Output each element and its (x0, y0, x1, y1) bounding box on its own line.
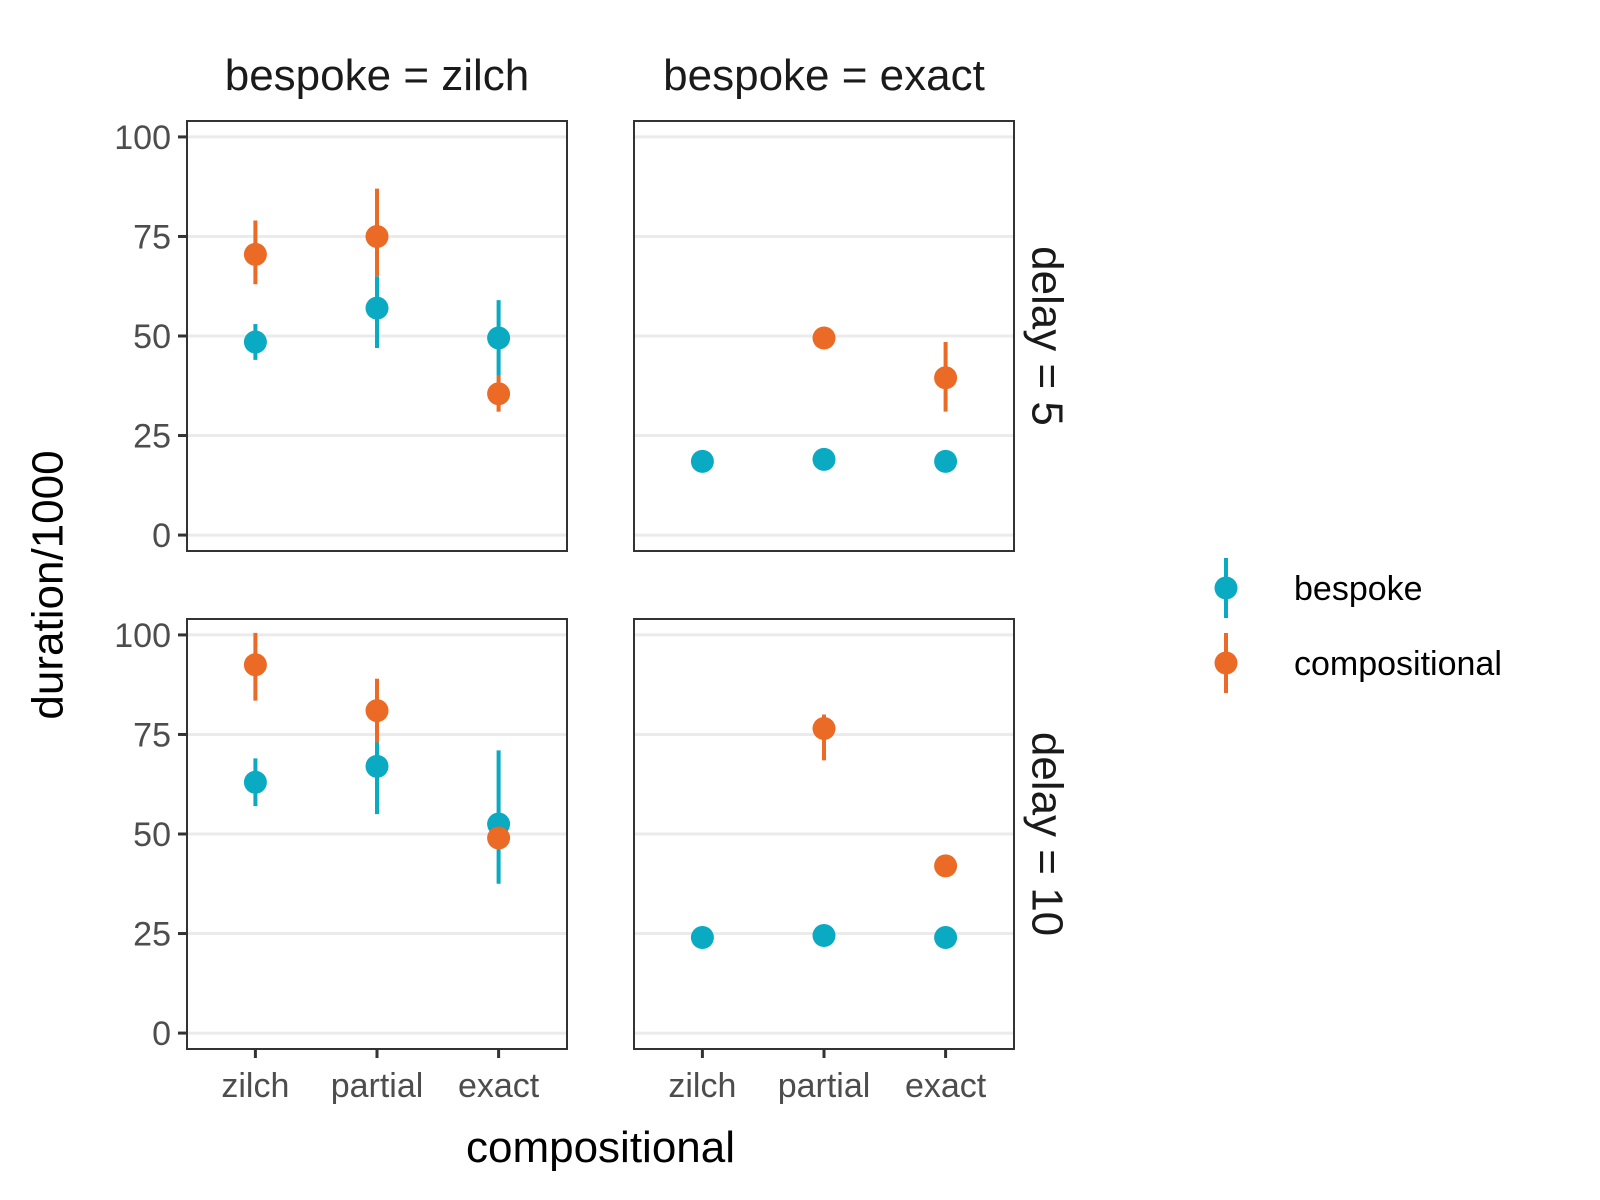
y-tick-label: 0 (152, 517, 171, 555)
panel-border (633, 120, 1015, 552)
legend-label: compositional (1294, 645, 1502, 683)
facet-column-label: bespoke = zilch (225, 51, 530, 100)
data-point (365, 699, 389, 723)
data-point (243, 653, 267, 677)
x-tick-label: partial (778, 1067, 871, 1105)
data-point (934, 926, 958, 950)
data-point (690, 926, 714, 950)
y-tick-label: 75 (133, 218, 171, 256)
y-tick-label: 100 (114, 119, 171, 157)
data-point (812, 716, 836, 740)
data-point (487, 382, 511, 406)
data-point (690, 449, 714, 473)
legend-key-point (1214, 576, 1238, 600)
data-point (487, 326, 511, 350)
y-tick-label: 0 (152, 1015, 171, 1053)
data-point (812, 447, 836, 471)
y-tick-label: 25 (133, 916, 171, 954)
y-tick-label: 100 (114, 617, 171, 655)
y-tick-label: 75 (133, 716, 171, 754)
y-tick-label: 50 (133, 318, 171, 356)
data-point (934, 449, 958, 473)
x-axis-title: compositional (466, 1123, 735, 1172)
data-point (365, 296, 389, 320)
data-point (243, 242, 267, 266)
facet-column-label: bespoke = exact (663, 51, 985, 100)
data-point (934, 366, 958, 390)
data-point (812, 326, 836, 350)
data-point (243, 330, 267, 354)
legend-label: bespoke (1294, 570, 1423, 608)
y-axis-title: duration/1000 (24, 450, 73, 719)
facet-row-label: delay = 5 (1023, 246, 1072, 426)
x-tick-label: exact (458, 1067, 540, 1105)
data-point (365, 754, 389, 778)
x-tick-label: zilch (221, 1067, 289, 1105)
data-point (812, 924, 836, 948)
x-tick-label: zilch (668, 1067, 736, 1105)
x-tick-label: exact (905, 1067, 987, 1105)
data-point (934, 854, 958, 878)
data-point (243, 770, 267, 794)
data-point (487, 826, 511, 850)
x-tick-label: partial (331, 1067, 424, 1105)
legend-key-point (1214, 651, 1238, 675)
y-tick-label: 25 (133, 418, 171, 456)
data-point (365, 224, 389, 248)
y-tick-label: 50 (133, 816, 171, 854)
facet-row-label: delay = 10 (1023, 732, 1072, 936)
